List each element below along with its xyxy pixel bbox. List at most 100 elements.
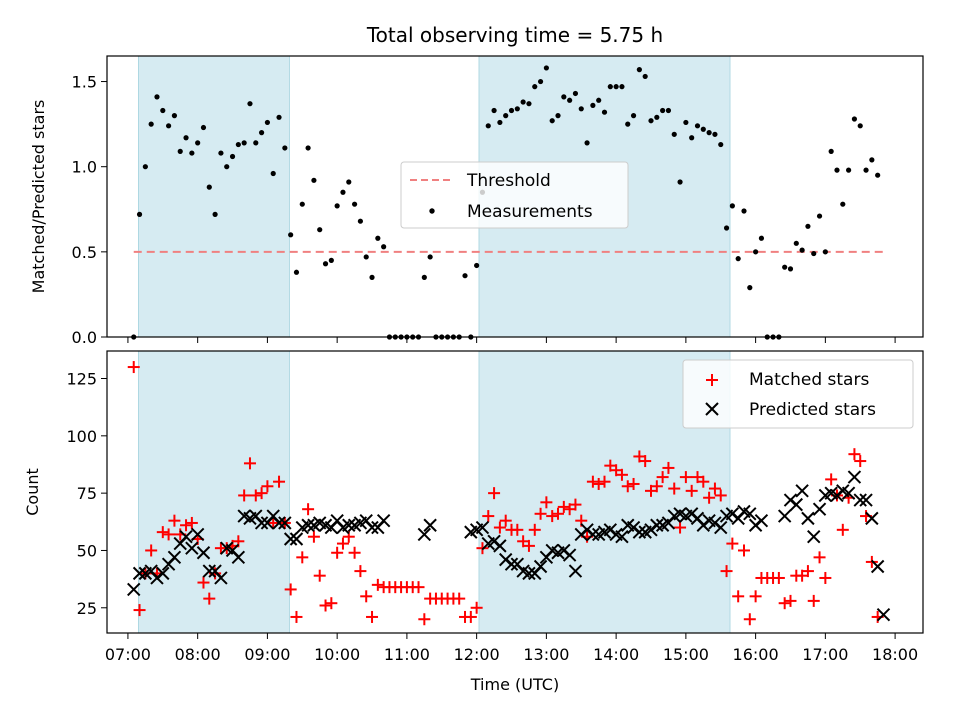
legend-measurements-swatch: [429, 208, 435, 214]
predicted-star-point: [214, 571, 228, 585]
matched-star-point: [836, 523, 849, 536]
measurement-point: [148, 121, 154, 127]
matched-star-point: [569, 498, 582, 511]
measurement-point: [462, 273, 468, 279]
measurement-point: [543, 65, 549, 71]
matched-star-point: [412, 581, 425, 594]
x-tick-label: 15:00: [663, 645, 709, 664]
bottom-x-ticks: 07:00 08:00 09:00 10:00 11:00 12:00 13:00 14:00…: [105, 633, 918, 664]
predicted-star-point: [202, 564, 216, 578]
measurement-point: [247, 101, 253, 107]
x-tick-label: 07:00: [105, 645, 151, 664]
measurement-point: [381, 244, 387, 250]
matched-star-point: [238, 489, 251, 502]
matched-star-point: [296, 551, 309, 564]
matched-star-point: [749, 590, 762, 603]
measurement-point: [253, 140, 259, 146]
measurement-point: [683, 119, 689, 126]
predicted-star-point: [568, 564, 583, 578]
measurement-point: [875, 172, 881, 178]
matched-star-point: [273, 475, 286, 488]
matched-star-point: [743, 613, 756, 626]
matched-star-point: [482, 510, 495, 523]
matched-star-point: [360, 590, 373, 603]
matched-star-point: [703, 491, 716, 504]
measurement-point: [718, 141, 724, 148]
measurement-point: [706, 130, 712, 136]
measurement-point: [166, 123, 172, 129]
predicted-star-point: [493, 539, 507, 553]
measurement-point: [828, 148, 834, 154]
measurement-point: [200, 124, 207, 131]
measurement-point: [613, 84, 619, 90]
matched-star-point: [592, 477, 605, 490]
measurement-point: [601, 109, 608, 115]
matched-star-point: [145, 544, 158, 557]
x-tick-label: 10:00: [314, 645, 360, 664]
matched-star-point: [621, 480, 634, 493]
measurement-point: [584, 140, 590, 146]
measurement-point: [218, 150, 224, 156]
measurement-point: [346, 179, 352, 185]
predicted-star-point: [423, 518, 437, 532]
y-tick-label: 125: [66, 370, 97, 389]
matched-star-point: [453, 592, 466, 605]
y-tick-label: 0.5: [72, 243, 97, 262]
matched-star-point: [511, 523, 524, 536]
measurement-point: [700, 126, 706, 132]
measurement-point: [276, 114, 282, 120]
measurement-point: [590, 102, 596, 108]
y-tick-label: 100: [66, 427, 97, 446]
top-x-ticks: [127, 337, 896, 343]
top-y-ticks: 0.0 0.5 1.0 1.5: [72, 73, 107, 347]
measurement-point: [619, 84, 625, 90]
matched-star-point: [313, 569, 326, 582]
matched-star-point: [348, 546, 361, 559]
predicted-star-point: [522, 566, 536, 581]
measurement-point: [282, 145, 288, 151]
measurement-point: [508, 107, 515, 114]
matched-star-point: [819, 571, 832, 584]
top-legend-box: [400, 161, 629, 229]
measurement-point: [305, 145, 311, 151]
matched-star-point: [249, 489, 262, 502]
predicted-star-point: [475, 520, 490, 535]
matched-star-point: [662, 461, 675, 474]
legend-measurements-label: Measurements: [467, 202, 593, 222]
bottom-legend-box: [682, 359, 914, 429]
measurement-point: [183, 135, 189, 141]
predicted-star-point: [179, 530, 193, 544]
legend-predicted-label: Predicted stars: [749, 400, 876, 420]
predicted-star-point: [376, 513, 391, 528]
x-tick-label: 09:00: [244, 645, 290, 664]
predicted-star-point: [632, 525, 647, 539]
matched-star-point: [528, 523, 541, 536]
measurement-point: [322, 261, 329, 267]
matched-star-point: [639, 455, 652, 468]
measurement-point: [625, 121, 631, 127]
measurement-point: [375, 235, 381, 241]
predicted-star-point: [859, 493, 873, 507]
measurement-point: [229, 153, 236, 160]
matched-star-point: [366, 610, 379, 623]
measurement-point: [689, 135, 695, 141]
predicted-star-point: [754, 513, 769, 528]
matched-star-point: [464, 610, 477, 623]
matched-star-point: [557, 500, 570, 513]
predicted-star-point: [127, 582, 141, 597]
x-tick-label: 17:00: [802, 645, 848, 664]
top-plot-frame: [106, 55, 924, 338]
predicted-star-point: [185, 541, 199, 555]
measurement-point: [363, 254, 369, 260]
measurement-point: [235, 141, 241, 148]
matched-star-point: [813, 551, 826, 564]
y-tick-label: 25: [77, 599, 97, 618]
y-tick-label: 1.5: [72, 73, 97, 92]
measurement-point: [753, 249, 759, 255]
matched-star-point: [540, 496, 553, 509]
predicted-star-point: [853, 493, 867, 507]
measurement-point: [596, 97, 602, 103]
matched-star-point: [197, 576, 210, 589]
matched-star-point: [732, 590, 745, 603]
matched-star-point: [848, 448, 861, 461]
